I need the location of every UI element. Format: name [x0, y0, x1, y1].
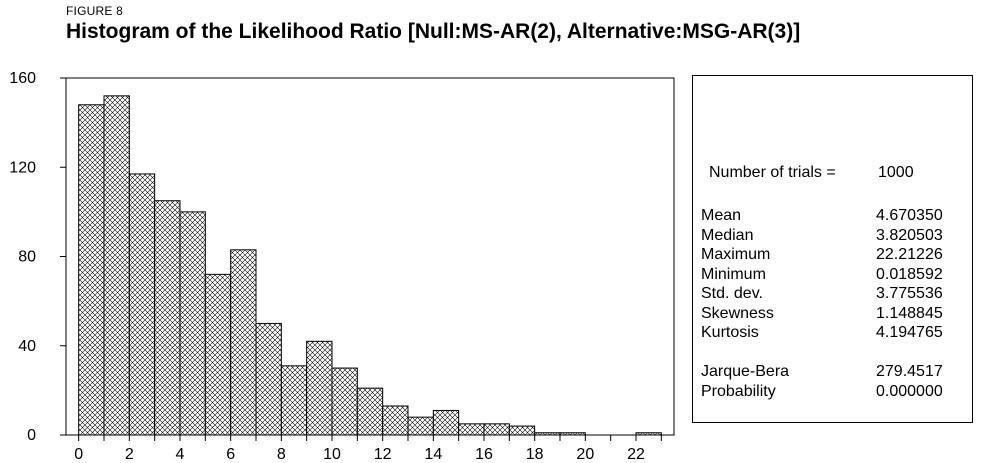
histogram-chart: 0 40 80 120 160 0 2 4 6 8 10 12 14 16 18 20 22 — [9, 70, 675, 463]
stat-row-skewness: Skewness 1.148845 — [701, 304, 963, 324]
trials-row: Number of trials = 1000 — [709, 164, 914, 182]
stat-value: 0.018592 — [876, 265, 943, 283]
x-tick-label: 12 — [374, 446, 392, 463]
histogram-bar — [356, 387, 384, 436]
histogram-bar — [230, 249, 257, 436]
histogram-bar — [331, 367, 358, 436]
x-tick-label: 2 — [125, 446, 134, 463]
stat-row-jarque-bera: Jarque-Bera 279.4517 — [701, 362, 963, 382]
stat-label: Skewness — [701, 304, 774, 322]
x-tick-label: 20 — [576, 446, 594, 463]
trials-value: 1000 — [878, 164, 914, 181]
histogram-bar — [407, 416, 434, 436]
histogram-bar — [204, 273, 232, 436]
stat-label: Median — [701, 226, 754, 244]
histogram-bar — [128, 173, 156, 436]
histogram-bar — [154, 200, 181, 436]
stats-spacer — [701, 343, 963, 363]
summary-statistics-box: Number of trials = 1000 Mean 4.670350 Medi… — [692, 75, 973, 423]
histogram-bar — [255, 322, 282, 436]
stat-row-minimum: Minimum 0.018592 — [701, 265, 963, 285]
stat-label: Maximum — [701, 246, 771, 263]
stats-table: Mean 4.670350 Median 3.820503 Maximum 22.21… — [701, 206, 963, 401]
stat-label: Minimum — [701, 265, 766, 283]
histogram-bar — [458, 423, 485, 436]
x-tick-label: 8 — [277, 446, 286, 463]
y-tick-label: 80 — [18, 249, 36, 266]
stat-label: Mean — [701, 207, 742, 224]
stat-row-std-dev: Std. dev. 3.775536 — [701, 284, 963, 304]
stat-value: 0.000000 — [876, 382, 943, 400]
stat-label: Probability — [701, 382, 776, 400]
trials-label: Number of trials = — [709, 164, 836, 181]
stat-value: 3.820503 — [876, 226, 943, 244]
stat-value: 3.775536 — [876, 285, 943, 302]
histogram-bar — [483, 423, 510, 436]
x-tick-label: 4 — [176, 446, 185, 463]
stat-row-mean: Mean 4.670350 — [701, 206, 963, 226]
histogram-bar — [382, 405, 409, 436]
x-tick-label: 6 — [226, 446, 235, 463]
x-tick-label: 10 — [323, 446, 341, 463]
stat-label: Std. dev. — [701, 285, 763, 302]
y-tick-label: 160 — [9, 70, 36, 87]
stat-row-maximum: Maximum 22.21226 — [701, 245, 963, 265]
stat-value: 4.670350 — [876, 207, 943, 224]
stat-value: 22.21226 — [876, 246, 943, 263]
x-tick-label: 14 — [424, 446, 442, 463]
histogram-bar — [508, 425, 536, 436]
histogram-bar — [78, 104, 105, 436]
histogram-bar — [179, 211, 206, 436]
stat-label: Kurtosis — [701, 324, 759, 341]
figure-title: Histogram of the Likelihood Ratio [Null:… — [66, 20, 801, 43]
x-tick-label: 0 — [74, 446, 83, 463]
histogram-bar — [306, 340, 333, 436]
stat-row-probability: Probability 0.000000 — [701, 382, 963, 402]
y-tick-label: 0 — [27, 427, 36, 444]
stat-row-kurtosis: Kurtosis 4.194765 — [701, 323, 963, 343]
y-tick-label: 40 — [18, 338, 36, 355]
figure-label: FIGURE 8 — [66, 4, 123, 18]
histogram-bar — [103, 95, 130, 436]
stat-row-median: Median 3.820503 — [701, 226, 963, 246]
x-tick-label: 18 — [526, 446, 544, 463]
y-tick-label: 120 — [9, 159, 36, 176]
x-tick-label: 16 — [475, 446, 493, 463]
stat-value: 1.148845 — [876, 304, 943, 322]
stat-value: 279.4517 — [876, 363, 943, 380]
x-tick-label: 22 — [627, 446, 645, 463]
stat-label: Jarque-Bera — [701, 363, 790, 380]
histogram-bar — [432, 409, 460, 436]
stat-value: 4.194765 — [876, 324, 943, 341]
histogram-bar — [280, 365, 308, 436]
